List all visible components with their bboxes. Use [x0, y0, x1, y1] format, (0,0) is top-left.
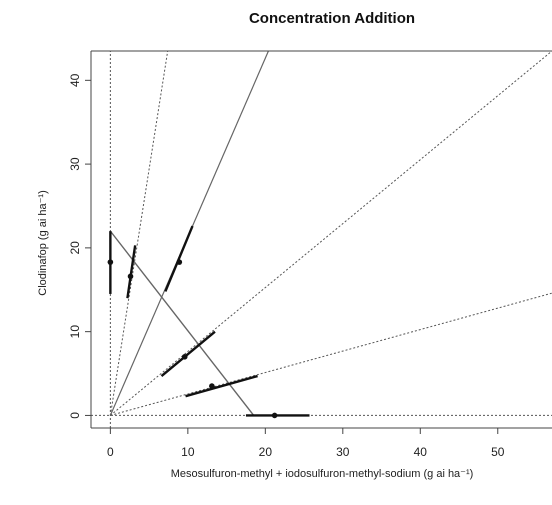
y-axis: 0 10 20 30 40 [68, 73, 91, 419]
confidence-interval [126, 245, 137, 299]
x-axis: 0 10 20 30 40 50 [107, 428, 505, 459]
x-tick-label: 0 [107, 445, 114, 459]
x-tick-label: 30 [336, 445, 350, 459]
reference-line-4 [110, 292, 552, 416]
data-point [107, 259, 114, 265]
x-tick-label: 20 [259, 445, 273, 459]
x-tick-label: 10 [181, 445, 195, 459]
isobole-line [109, 230, 255, 416]
data-point [209, 383, 215, 389]
y-tick-label: 20 [68, 241, 82, 255]
chart-title: Concentration Addition [249, 10, 415, 27]
data-point [271, 412, 278, 419]
y-tick-label: 0 [68, 412, 82, 419]
x-axis-label: Mesosulfuron-methyl + iodosulfuron-methy… [171, 468, 474, 480]
y-tick-label: 10 [68, 325, 82, 339]
y-axis-label: Clodinafop (g ai ha⁻¹) [37, 190, 49, 295]
y-tick-label: 40 [68, 73, 82, 87]
data-point [181, 353, 188, 360]
reference-line-2 [109, 51, 169, 416]
data-point [176, 259, 183, 265]
x-tick-label: 50 [491, 445, 505, 459]
reference-line-3 [110, 51, 552, 416]
confidence-interval [185, 374, 258, 398]
plot-area [91, 51, 552, 428]
y-tick-label: 30 [68, 157, 82, 171]
confidence-interval [164, 225, 194, 292]
confidence-interval [160, 330, 216, 377]
x-tick-label: 40 [414, 445, 428, 459]
data-point [127, 273, 134, 280]
